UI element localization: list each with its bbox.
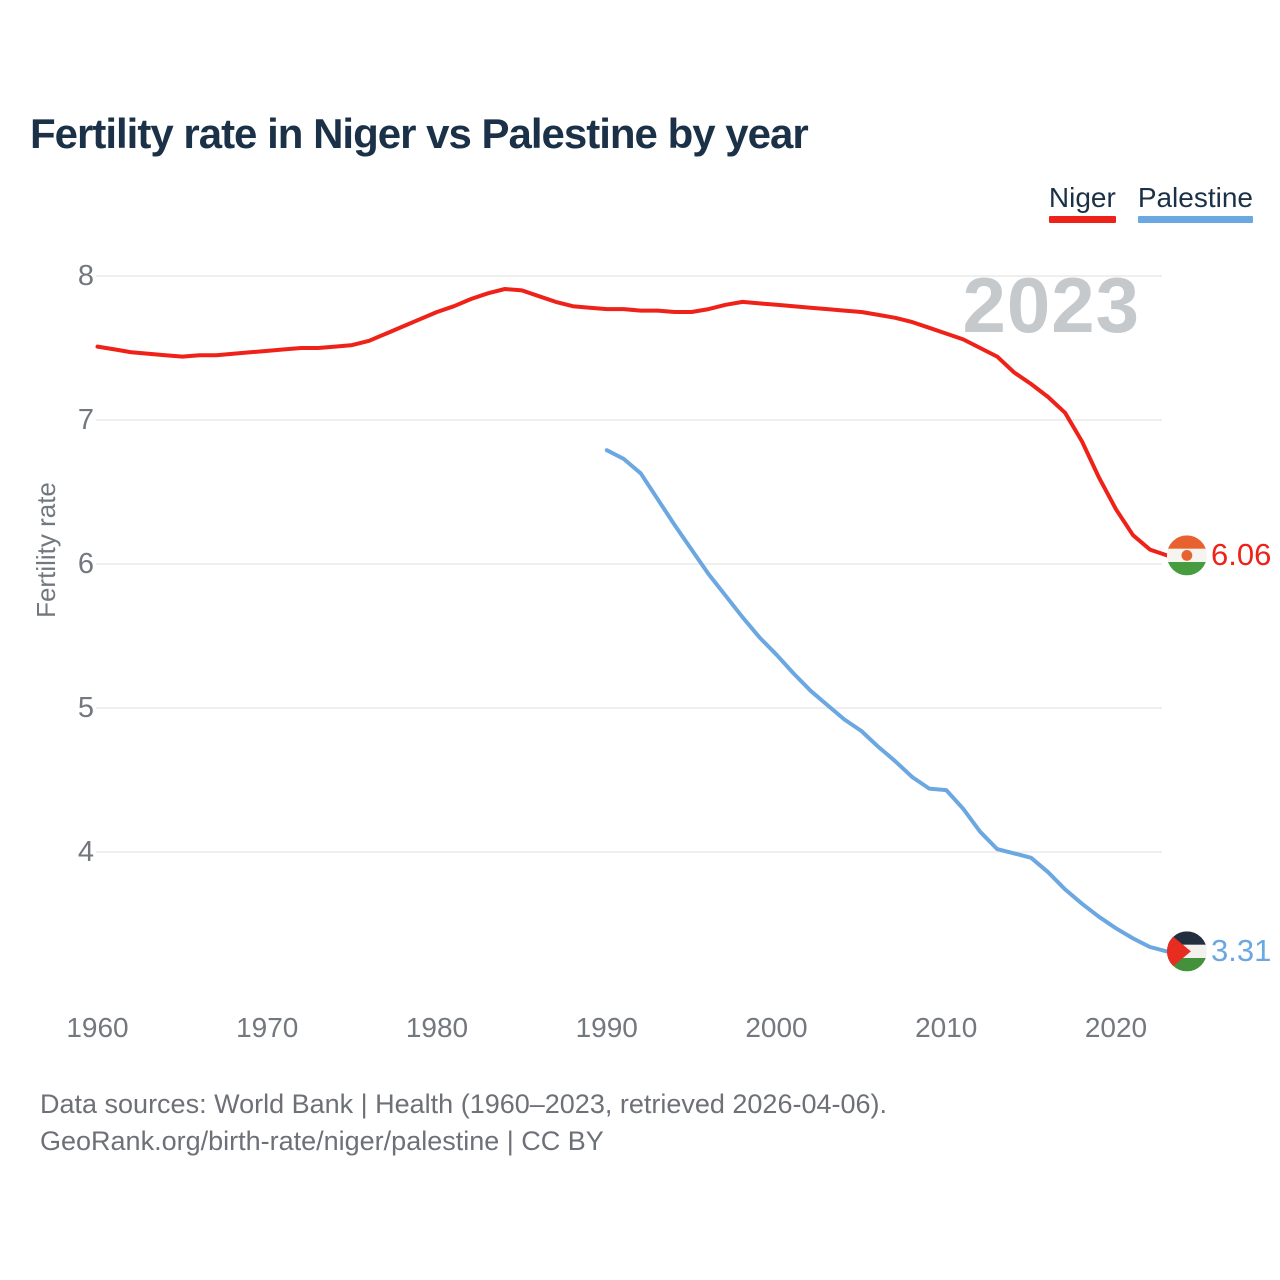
palestine-flag-circle-icon bbox=[1166, 931, 1207, 972]
palestine-line[interactable] bbox=[604, 448, 1169, 954]
footer: Data sources: World Bank | Health (1960–… bbox=[40, 1086, 887, 1160]
palestine-end-value-label: 3.31 bbox=[1211, 933, 1272, 969]
legend-swatch-palestine bbox=[1137, 216, 1253, 223]
x-tick-label: 1970 bbox=[236, 1012, 299, 1043]
legend-item-niger[interactable]: Niger bbox=[1048, 182, 1116, 223]
x-tick-label: 2010 bbox=[915, 1012, 978, 1043]
niger-line[interactable] bbox=[95, 287, 1169, 558]
y-tick-label: 7 bbox=[77, 404, 94, 436]
footer-source-link[interactable]: GeoRank.org/birth-rate/niger/palestine |… bbox=[40, 1126, 604, 1156]
page-title: Fertility rate in Niger vs Palestine by … bbox=[30, 110, 809, 157]
footer-data-sources: Data sources: World Bank | Health (1960–… bbox=[40, 1089, 887, 1119]
niger-flag-circle-icon bbox=[1166, 535, 1207, 576]
legend-swatch-niger bbox=[1048, 216, 1116, 223]
niger-end-value-label: 6.06 bbox=[1211, 537, 1272, 573]
x-tick-label: 2020 bbox=[1084, 1012, 1148, 1043]
series-lines bbox=[95, 287, 1169, 954]
x-tick-label: 1980 bbox=[405, 1012, 469, 1043]
legend-label-niger: Niger bbox=[1048, 182, 1116, 213]
y-tick-label: 4 bbox=[77, 836, 94, 868]
legend: Niger Palestine bbox=[1048, 182, 1253, 223]
x-tick-label: 1960 bbox=[66, 1012, 129, 1043]
y-tick-label: 5 bbox=[77, 692, 94, 724]
legend-item-palestine[interactable]: Palestine bbox=[1137, 182, 1253, 223]
x-tick-label: 1990 bbox=[575, 1012, 638, 1043]
x-tick-label: 2000 bbox=[745, 1012, 808, 1043]
y-tick-label: 8 bbox=[77, 260, 94, 292]
watermark-year: 2023 bbox=[962, 261, 1140, 349]
gridlines bbox=[96, 275, 1162, 853]
y-tick-label: 6 bbox=[77, 548, 94, 580]
legend-label-palestine: Palestine bbox=[1137, 182, 1253, 213]
